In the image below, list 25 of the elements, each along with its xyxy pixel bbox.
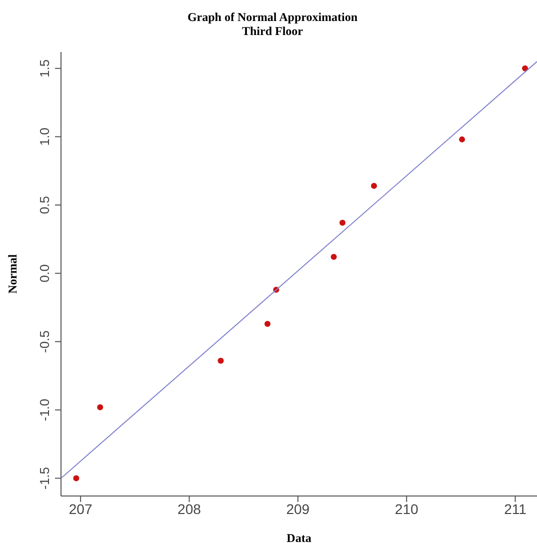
y-tick-label: -1.0 — [37, 398, 52, 422]
chart-subtitle: Third Floor — [240, 24, 304, 38]
y-axis-title: Normal — [5, 254, 20, 294]
y-tick-label: 0.0 — [37, 264, 52, 282]
x-axis-title: Data — [286, 531, 312, 543]
x-tick-label: 209 — [286, 500, 310, 517]
point — [97, 404, 104, 410]
y-tick-label: -0.5 — [37, 330, 52, 353]
point — [218, 358, 224, 364]
point — [339, 220, 346, 226]
y-tick-label: 1.5 — [37, 59, 52, 78]
point — [370, 182, 377, 189]
y-tick-label: 0.5 — [37, 196, 52, 214]
x-tick-label: 211 — [504, 500, 527, 517]
x-tick-label: 208 — [178, 500, 202, 517]
y-tick-label: -1.5 — [37, 467, 52, 490]
point — [459, 136, 466, 142]
point — [522, 65, 528, 72]
point — [73, 475, 80, 482]
y-tick-label: 1.0 — [37, 128, 52, 146]
x-tick-label: 207 — [68, 500, 92, 517]
point — [330, 254, 337, 260]
point — [264, 320, 270, 327]
x-tick-label: 210 — [394, 500, 418, 517]
chart-title: Graph of Normal Approximation — [186, 10, 359, 24]
